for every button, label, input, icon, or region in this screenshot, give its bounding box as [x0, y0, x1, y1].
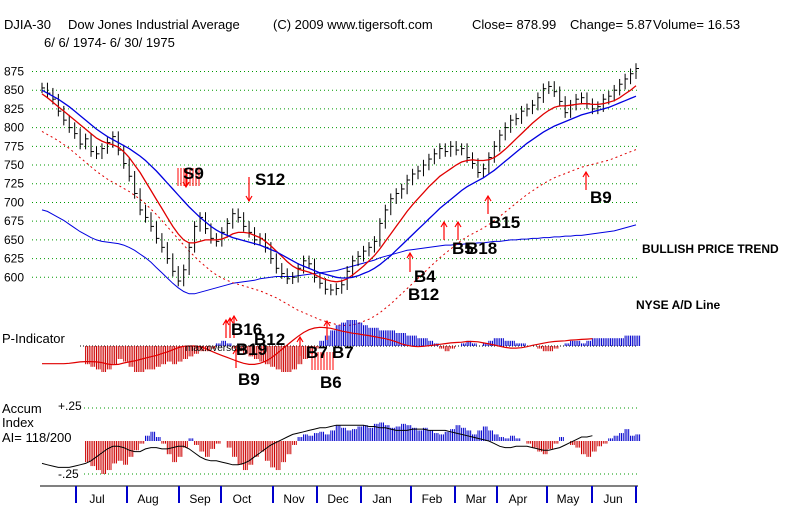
index-name: Dow Jones Industrial Average	[68, 17, 240, 32]
index-label: Index	[2, 415, 34, 430]
ma-red-series	[41, 85, 637, 283]
p-indicator-ma	[42, 326, 593, 366]
ad-line-label: NYSE A/D Line	[636, 298, 721, 312]
accum-label: Accum	[2, 401, 42, 416]
month-label: Dec	[327, 492, 348, 506]
buy-arrow-b5-head	[440, 220, 448, 228]
p-indicator-label: P-Indicator	[2, 331, 65, 346]
p-indicator-note: max.oversold	[185, 343, 245, 354]
y-tick-label: 725	[4, 177, 24, 191]
month-label: Aug	[137, 492, 158, 506]
buy-arrow-b18-head	[454, 220, 462, 228]
ai-readout: AI= 118/200	[2, 430, 72, 445]
sig-b19: B19	[236, 340, 268, 359]
sig-b7b: B7	[332, 343, 354, 362]
y-tick-label: 650	[4, 233, 24, 247]
acc-top-tick: +.25	[58, 399, 82, 413]
bullish-trend-label: BULLISH PRICE TREND	[642, 242, 779, 256]
volume-value: Volume= 16.53	[653, 17, 741, 32]
y-tick-label: 825	[4, 102, 24, 116]
y-tick-label: 875	[4, 64, 24, 78]
buy-arrow-b7b-head	[323, 319, 331, 327]
buy-arrow-b4-head	[406, 251, 414, 259]
buy-arrow-cluster-head	[226, 316, 234, 324]
y-tick-label: 800	[4, 121, 24, 135]
sell-arrow-s12-head	[245, 195, 253, 203]
symbol-label: DJIA-30	[4, 17, 51, 32]
copyright-text: (C) 2009 www.tigersoft.com	[273, 17, 433, 32]
buy-arrow-cluster-head	[230, 314, 238, 322]
y-tick-label: 850	[4, 83, 24, 97]
y-tick-label: 600	[4, 270, 24, 284]
month-label: Apr	[509, 492, 528, 506]
ma-blue-series	[41, 89, 637, 279]
y-tick-label: 700	[4, 195, 24, 209]
sig-b15: B15	[489, 213, 521, 232]
sig-b6: B6	[320, 373, 342, 392]
buy-arrow-cluster-head	[222, 318, 230, 326]
month-label: Mar	[466, 492, 487, 506]
close-value: Close= 878.99	[472, 17, 557, 32]
sig-b4: B4	[414, 267, 436, 286]
sig-s9: S9	[183, 164, 204, 183]
buy-arrow-b7-head	[296, 335, 304, 343]
buy-arrow-b9-head	[232, 347, 240, 355]
sig-s12: S12	[255, 170, 286, 189]
sig-b9a: B9	[238, 370, 260, 389]
ad-line-series	[41, 209, 637, 295]
y-tick-label: 775	[4, 139, 24, 153]
sig-b16: B16	[231, 320, 263, 339]
month-label: Oct	[233, 492, 252, 506]
month-label: Jun	[603, 492, 622, 506]
ad-ma-series	[41, 130, 637, 327]
month-label: Jan	[372, 492, 391, 506]
month-label: May	[557, 492, 580, 506]
sig-b7a: B7	[306, 343, 328, 362]
sig-b18: B18	[466, 239, 498, 258]
month-label: Feb	[422, 492, 443, 506]
sig-b12b: B12	[408, 285, 440, 304]
change-value: Change= 5.87	[570, 17, 653, 32]
month-label: Nov	[283, 492, 304, 506]
y-tick-label: 750	[4, 158, 24, 172]
month-label: Sep	[189, 492, 211, 506]
buy-arrow-b15-head	[484, 194, 492, 202]
sig-b9b: B9	[590, 188, 612, 207]
month-label: Jul	[89, 492, 104, 506]
sig-b5: B5	[452, 239, 474, 258]
y-tick-label: 625	[4, 252, 24, 266]
acc-bottom-tick: -.25	[58, 467, 79, 481]
buy-arrow-b9b-head	[582, 170, 590, 178]
accum-ma-line	[41, 424, 593, 468]
date-range: 6/ 6/ 1974- 6/ 30/ 1975	[44, 35, 175, 50]
sig-b12a: B12	[254, 330, 286, 349]
y-tick-label: 675	[4, 214, 24, 228]
